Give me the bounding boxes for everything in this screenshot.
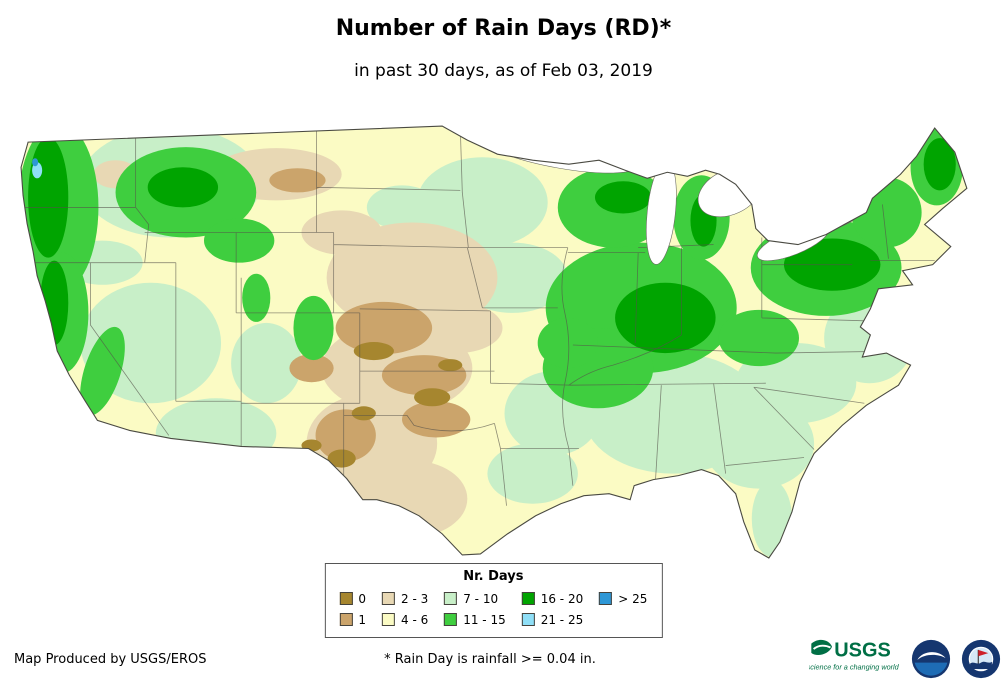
usgs-wave-line [813,644,831,650]
legend-item-1: 1 [339,613,366,627]
us-outline [20,125,968,559]
legend-item-0: 0 [339,592,366,606]
noaa-gull-icon [917,652,946,660]
usgs-tagline: science for a changing world [809,663,900,672]
map-region-21-25-days [32,162,43,179]
legend-item-21-25: 21 - 25 [521,612,584,627]
legend-label-21-25: 21 - 25 [540,612,584,627]
legend-label-gt25: > 25 [618,591,648,606]
map-region-0-days [301,342,463,468]
legend-item-16-20: 16 - 20 [521,591,584,606]
page-title: Number of Rain Days (RD)* [335,16,672,41]
agency-logos: USGS science for a changing world [809,636,1001,682]
legend-item-2-3: 2 - 3 [381,591,429,606]
legend-label-7-10: 7 - 10 [463,591,499,606]
rain-day-footnote: * Rain Day is rainfall >= 0.04 in. [384,652,596,667]
legend-swatch-2-3 [381,592,395,605]
map-region-gt-25-days [32,158,39,167]
legend: Nr. Days 0 1 2 - 3 4 - 6 7 - 10 [324,563,663,638]
legend-swatch-16-20 [521,592,535,605]
legend-swatch-0 [339,592,353,605]
legend-swatch-11-15 [444,613,458,626]
usgs-logo: USGS science for a changing world [809,639,900,672]
legend-item-11-15: 11 - 15 [444,613,506,627]
legend-swatch-1 [339,613,353,626]
us-rain-days-map [20,125,968,559]
noaa-logo [911,639,951,679]
map-region-16-20-days [28,137,956,354]
map-credit: Map Produced by USGS/EROS [14,652,207,667]
nws-waves [970,661,992,669]
legend-item-7-10: 7 - 10 [444,592,506,606]
legend-item-gt25: > 25 [599,592,647,606]
legend-grid: 0 1 2 - 3 4 - 6 7 - 10 11 - 15 [339,588,647,630]
map-container [10,112,995,564]
legend-label-16-20: 16 - 20 [540,591,584,606]
legend-label-1: 1 [358,612,366,627]
legend-label-2-3: 2 - 3 [400,591,429,606]
map-clipped-layers [21,126,967,558]
legend-swatch-gt25 [599,592,613,605]
legend-label-11-15: 11 - 15 [463,612,506,627]
legend-item-4-6: 4 - 6 [381,612,429,627]
legend-title: Nr. Days [463,569,524,584]
page-subtitle: in past 30 days, as of Feb 03, 2019 [354,61,653,81]
legend-label-0: 0 [358,591,366,606]
nws-flag-icon [978,649,989,657]
noaa-sea [914,662,948,676]
legend-swatch-21-25 [521,613,535,626]
legend-swatch-4-6 [381,613,395,626]
legend-label-4-6: 4 - 6 [400,612,429,627]
usgs-wave-icon [811,639,832,656]
nws-logo [961,639,1001,679]
state-borders [24,126,935,506]
legend-swatch-7-10 [444,592,458,605]
usgs-wordmark: USGS [834,640,890,662]
